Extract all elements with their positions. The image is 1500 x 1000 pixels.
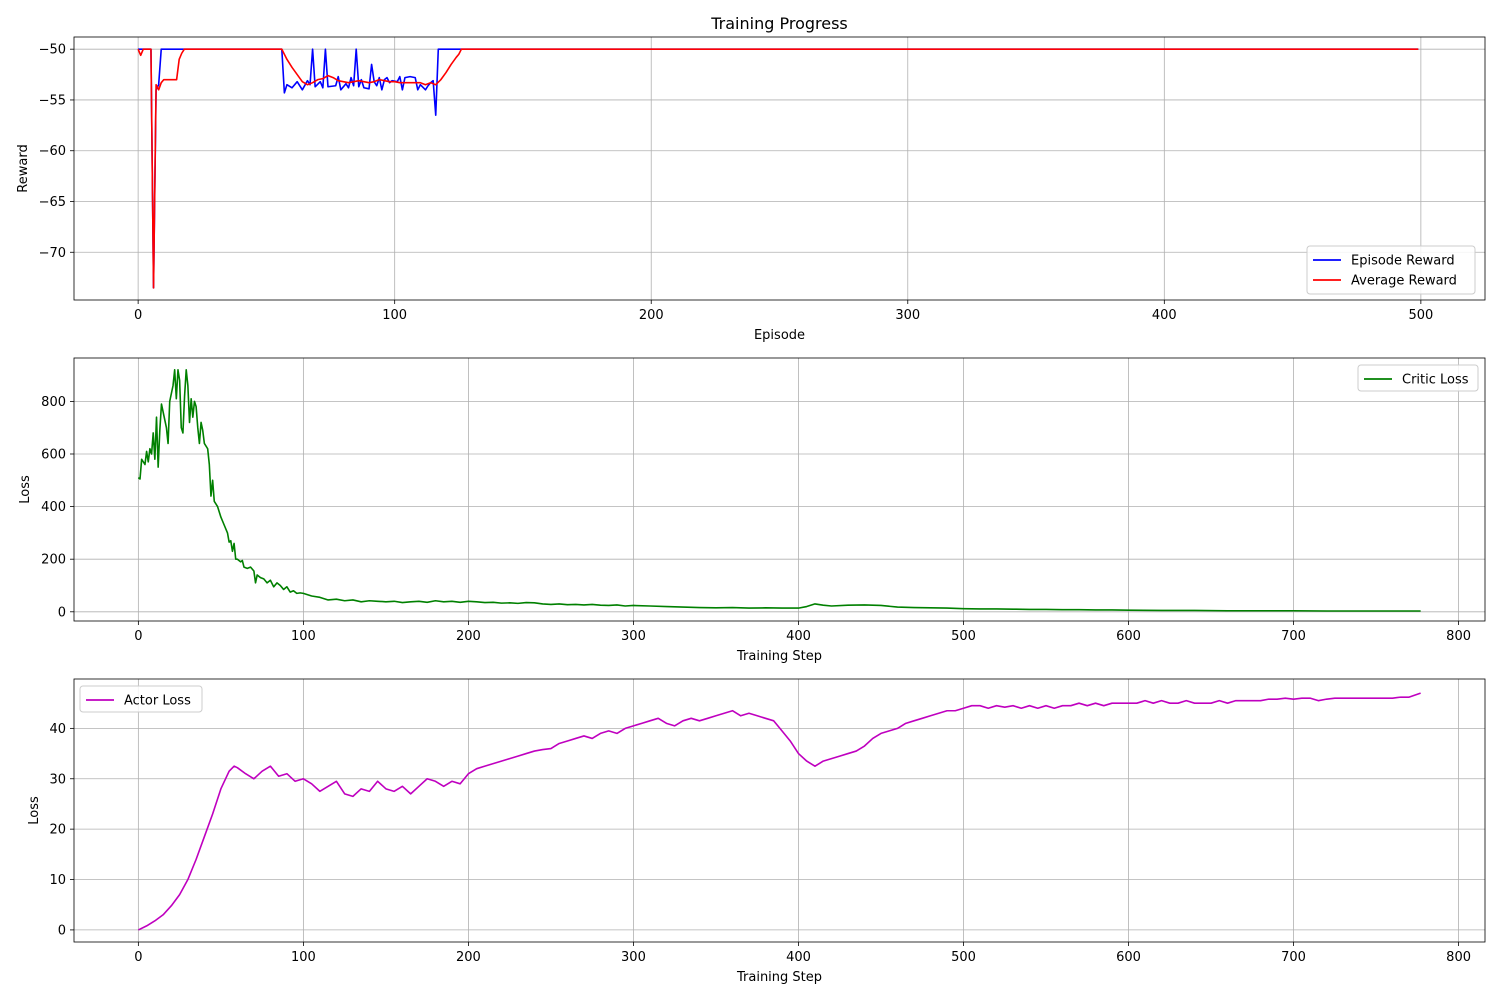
x-tick-label: 0: [134, 629, 142, 644]
y-tick-label: 10: [49, 873, 66, 888]
y-tick-label: 800: [41, 395, 66, 410]
y-tick-label: 40: [49, 722, 66, 737]
legend: Actor Loss: [79, 685, 203, 713]
series-line-actor-loss: [138, 692, 1421, 931]
x-tick-label: 200: [456, 950, 481, 965]
y-tick-label: −55: [39, 93, 66, 108]
y-tick-label: 0: [58, 605, 66, 620]
y-tick-label: 20: [49, 823, 66, 838]
x-tick-label: 700: [1281, 629, 1306, 644]
x-axis-label: Training Step: [736, 970, 822, 985]
legend-entry-label: Actor Loss: [124, 694, 191, 709]
x-tick-label: 400: [786, 629, 811, 644]
chart-panel-2: 0 100 200 300 400 500 600 700 800 0 200 400 600 800 Tr…: [18, 357, 1486, 664]
y-axis-label: Reward: [16, 144, 31, 192]
x-tick-label: 800: [1446, 629, 1471, 644]
series-line-episode-reward: [138, 48, 1419, 289]
x-tick-label: 100: [291, 629, 316, 644]
legend-box: [79, 685, 203, 713]
x-tick-label: 100: [382, 308, 407, 323]
series-line-average-reward: [137, 48, 1419, 289]
x-tick-label: 200: [456, 629, 481, 644]
x-tick-label: 500: [951, 629, 976, 644]
x-axis-label: Episode: [754, 328, 805, 343]
y-tick-label: −50: [39, 43, 66, 58]
x-tick-label: 100: [291, 950, 316, 965]
x-tick-label: 400: [1152, 308, 1177, 323]
chart-panel-3: 0 100 200 300 400 500 600 700 800 0 10 20 30 40 Traini…: [27, 678, 1486, 985]
legend-entry-label: Average Reward: [1351, 274, 1457, 289]
y-axis-label: Loss: [27, 796, 42, 825]
series-line-critic-loss: [137, 369, 1421, 612]
plot-frame: [73, 678, 1486, 943]
y-tick-label: 600: [41, 447, 66, 462]
legend-box: [1357, 364, 1479, 392]
y-tick-label: −65: [39, 195, 66, 210]
y-tick-label: 200: [41, 553, 66, 568]
legend: Episode Reward Average Reward: [1306, 245, 1476, 295]
legend-entry-label: Critic Loss: [1402, 373, 1469, 388]
x-axis-label: Training Step: [736, 649, 822, 664]
y-tick-label: −70: [39, 246, 66, 261]
y-tick-label: 400: [41, 500, 66, 515]
x-tick-label: 600: [1116, 950, 1141, 965]
chart-panel-1: 0 100 200 300 400 500 −50 −55 −60 −65 −70 Episode Re…: [16, 14, 1486, 343]
x-tick-label: 500: [951, 950, 976, 965]
legend: Critic Loss: [1357, 364, 1479, 392]
x-tick-label: 400: [786, 950, 811, 965]
legend-entry-label: Episode Reward: [1351, 254, 1455, 269]
x-tick-label: 800: [1446, 950, 1471, 965]
x-tick-label: 500: [1408, 308, 1433, 323]
plot-frame: [73, 357, 1486, 622]
chart-title: Training Progress: [710, 14, 848, 33]
x-tick-label: 300: [895, 308, 920, 323]
y-tick-label: −60: [39, 144, 66, 159]
x-tick-label: 0: [134, 950, 142, 965]
x-tick-label: 300: [621, 950, 646, 965]
plot-frame: [73, 36, 1486, 301]
y-axis-label: Loss: [18, 475, 33, 504]
x-tick-label: 200: [639, 308, 664, 323]
legend-box: [1306, 245, 1476, 295]
y-tick-label: 0: [58, 923, 66, 938]
x-tick-label: 700: [1281, 950, 1306, 965]
x-tick-label: 600: [1116, 629, 1141, 644]
y-tick-label: 30: [49, 772, 66, 787]
x-tick-label: 0: [134, 308, 142, 323]
x-tick-label: 300: [621, 629, 646, 644]
